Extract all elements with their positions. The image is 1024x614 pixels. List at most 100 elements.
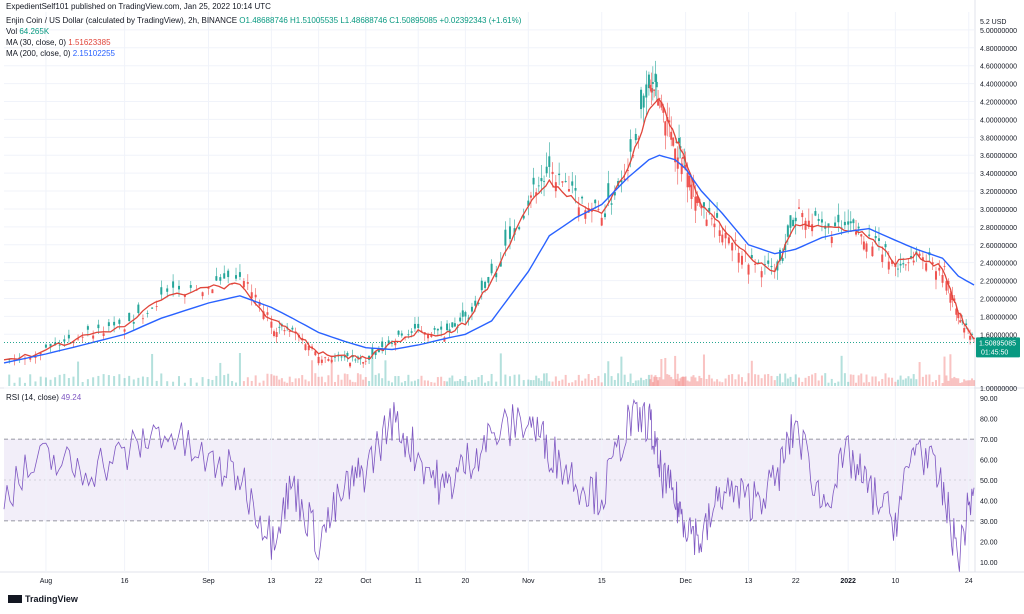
candle-body — [92, 335, 95, 339]
candle-body — [495, 272, 498, 278]
rsi-tick-label: 20.00 — [980, 539, 998, 546]
candle-body — [464, 312, 467, 317]
volume-bar — [77, 361, 80, 386]
candle-body — [613, 191, 616, 196]
volume-bar — [238, 353, 241, 386]
candle-body — [137, 304, 140, 314]
volume-bar — [692, 375, 695, 386]
candle-body — [160, 287, 163, 295]
candle-body — [288, 331, 291, 332]
candle-body — [262, 311, 265, 319]
price-tick-label: 2.20000000 — [980, 279, 1017, 286]
volume-bar — [183, 382, 186, 386]
volume-bar — [189, 378, 192, 386]
candle-body — [899, 263, 902, 266]
candle-body — [925, 263, 928, 271]
candle-body — [413, 323, 416, 329]
volume-legend[interactable]: Vol 64.265K — [6, 27, 49, 36]
volume-bar — [757, 374, 760, 386]
volume-bar — [675, 379, 678, 386]
volume-bar — [246, 377, 249, 386]
candle-body — [849, 221, 852, 224]
ma200-legend[interactable]: MA (200, close, 0) 2.15102255 — [6, 49, 115, 58]
price-tick-label: 1.60000000 — [980, 332, 1017, 339]
candle-body — [801, 213, 804, 218]
time-tick-label: 22 — [315, 578, 323, 585]
volume-bar — [141, 376, 144, 386]
candle-body — [453, 323, 456, 327]
time-tick-label: Sep — [202, 578, 215, 585]
candle-body — [354, 359, 357, 361]
candle-body — [754, 263, 757, 265]
volume-bar — [461, 380, 464, 386]
volume-bar — [480, 375, 483, 386]
volume-bar — [629, 373, 632, 386]
volume-bar — [865, 374, 868, 386]
rsi-tick-label: 60.00 — [980, 458, 998, 465]
rsi-legend[interactable]: RSI (14, close) 49.24 — [6, 393, 81, 402]
volume-bar — [617, 373, 620, 386]
candle-body — [330, 359, 333, 363]
volume-bar — [554, 376, 557, 386]
volume-bar — [834, 382, 837, 386]
candle-body — [223, 273, 226, 279]
volume-bar — [651, 382, 654, 386]
volume-bar — [262, 380, 265, 386]
candle-body — [668, 120, 671, 123]
price-tick-label: 4.80000000 — [980, 46, 1017, 53]
volume-bar — [490, 373, 493, 386]
candle-body — [688, 175, 691, 188]
volume-bar — [362, 379, 365, 386]
volume-bar — [852, 374, 855, 386]
candle-body — [881, 254, 884, 263]
candle-body — [417, 323, 420, 328]
tradingview-logo[interactable]: TradingView — [8, 594, 78, 604]
volume-bar — [574, 380, 577, 386]
candle-body — [902, 263, 905, 265]
volume-value: 64.265K — [19, 27, 50, 36]
rsi-tick-label: 10.00 — [980, 560, 998, 567]
volume-bar — [39, 376, 42, 386]
candle-body — [710, 218, 713, 220]
volume-bar — [513, 374, 516, 386]
volume-bar — [881, 378, 884, 386]
volume-bar — [49, 379, 52, 386]
volume-bar — [680, 376, 683, 386]
price-tick-label: 2.00000000 — [980, 296, 1017, 303]
candle-body — [166, 288, 169, 292]
volume-bar — [384, 360, 387, 386]
candle-body — [969, 335, 972, 340]
volume-bar — [973, 380, 975, 386]
candle-body — [597, 208, 600, 210]
volume-bar — [470, 379, 473, 386]
candle-body — [651, 82, 654, 84]
volume-bar — [337, 374, 340, 386]
ma30-legend[interactable]: MA (30, close, 0) 1.51623385 — [6, 38, 111, 47]
volume-bar — [951, 378, 954, 386]
volume-bar — [721, 382, 724, 386]
candle-body — [868, 234, 871, 236]
volume-bar — [754, 374, 757, 386]
candle-body — [113, 321, 116, 326]
candle-body — [49, 343, 52, 347]
candle-body — [654, 73, 657, 83]
candle-body — [410, 331, 413, 333]
candle-body — [871, 246, 874, 257]
volume-bar — [837, 381, 840, 386]
candle-body — [708, 207, 711, 212]
candle-body — [235, 275, 238, 279]
volume-bar — [967, 380, 970, 386]
candle-body — [750, 254, 753, 259]
volume-bar — [718, 381, 721, 386]
volume-bar — [620, 356, 623, 386]
candle-body — [461, 310, 464, 317]
candle-body — [672, 137, 675, 146]
volume-bar — [508, 376, 511, 386]
candle-body — [852, 219, 855, 224]
volume-bar — [459, 379, 462, 386]
candle-body — [532, 177, 535, 185]
volume-bar — [540, 380, 543, 386]
volume-bar — [211, 379, 214, 386]
volume-bar — [678, 381, 681, 386]
